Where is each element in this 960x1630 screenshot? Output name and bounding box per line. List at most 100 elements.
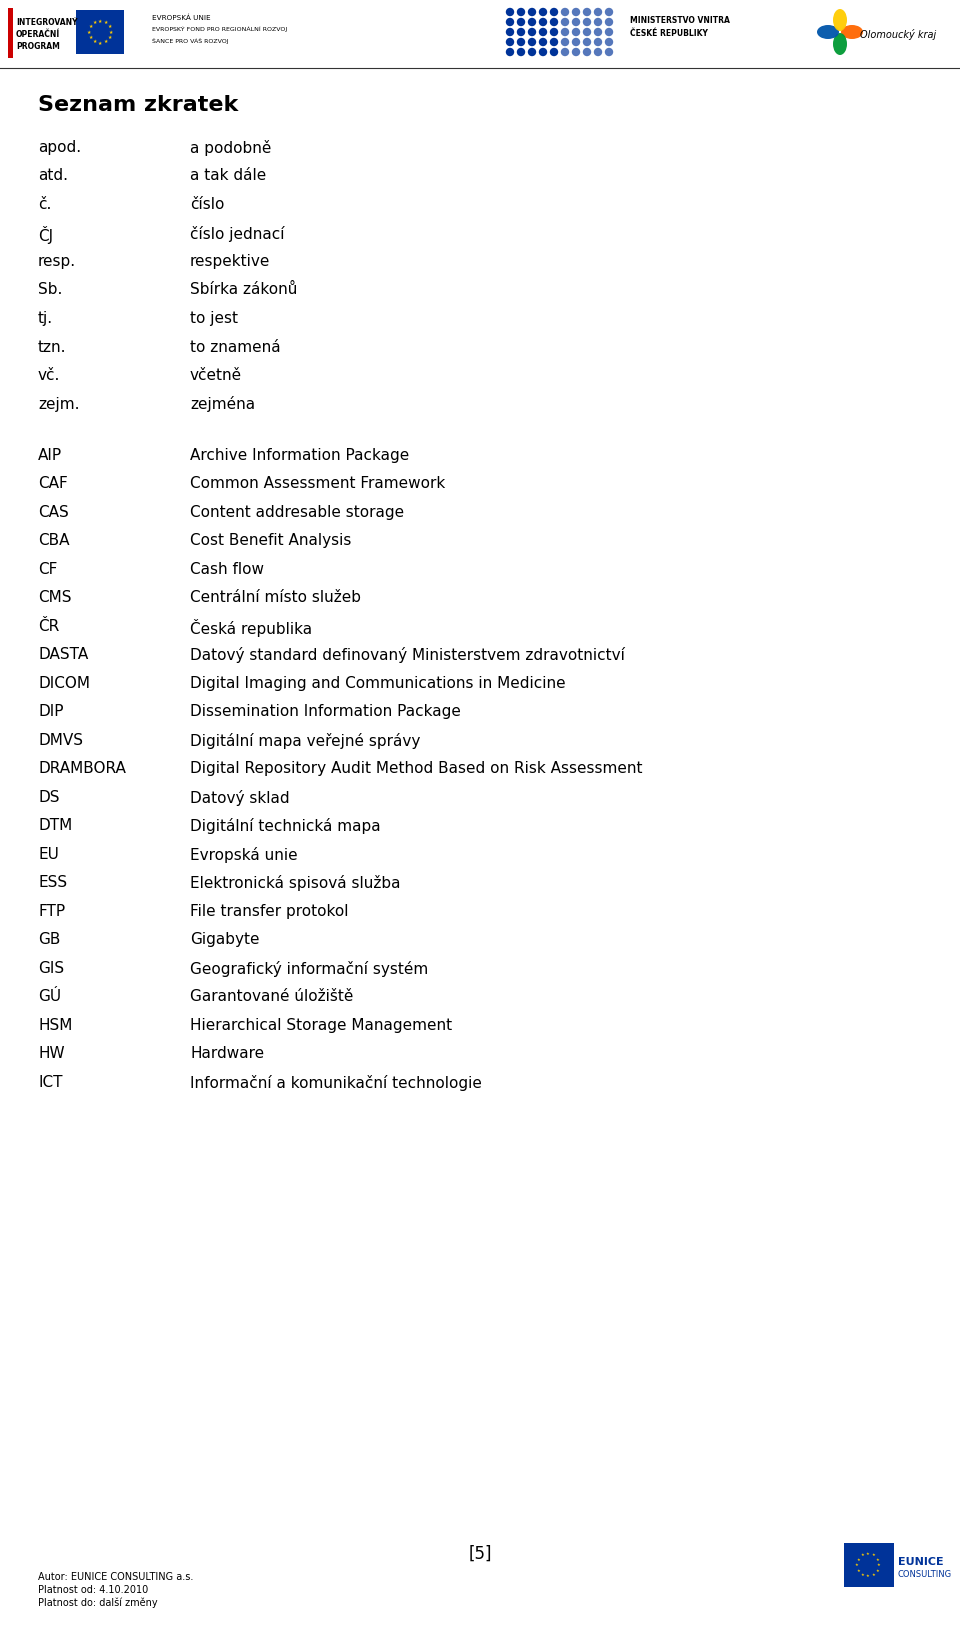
Text: INTEGROVANÝ: INTEGROVANÝ: [16, 18, 78, 28]
Text: včetně: včetně: [190, 368, 242, 383]
Circle shape: [517, 49, 524, 55]
Circle shape: [517, 8, 524, 16]
Text: CBA: CBA: [38, 533, 69, 548]
Text: Digital Imaging and Communications in Medicine: Digital Imaging and Communications in Me…: [190, 676, 565, 691]
Circle shape: [594, 39, 602, 46]
Circle shape: [507, 8, 514, 16]
Text: Dissemination Information Package: Dissemination Information Package: [190, 704, 461, 719]
Circle shape: [584, 18, 590, 26]
Text: ŠANCE PRO VÁŠ ROZVOJ: ŠANCE PRO VÁŠ ROZVOJ: [152, 37, 228, 44]
Text: zejména: zejména: [190, 396, 255, 412]
Text: Archive Information Package: Archive Information Package: [190, 448, 409, 463]
Text: FTP: FTP: [38, 903, 65, 919]
Text: DMVS: DMVS: [38, 734, 83, 748]
Text: Sbírka zákonů: Sbírka zákonů: [190, 282, 298, 298]
Text: Cost Benefit Analysis: Cost Benefit Analysis: [190, 533, 351, 548]
Circle shape: [584, 8, 590, 16]
Text: CAF: CAF: [38, 476, 68, 491]
Text: ESS: ESS: [38, 875, 67, 890]
Circle shape: [606, 18, 612, 26]
Circle shape: [507, 39, 514, 46]
Text: EUNICE: EUNICE: [898, 1557, 944, 1566]
Text: Digitální mapa veřejné správy: Digitální mapa veřejné správy: [190, 734, 420, 748]
Text: apod.: apod.: [38, 140, 82, 155]
Circle shape: [606, 39, 612, 46]
Text: Digital Repository Audit Method Based on Risk Assessment: Digital Repository Audit Method Based on…: [190, 761, 642, 776]
Circle shape: [550, 49, 558, 55]
Circle shape: [540, 49, 546, 55]
Circle shape: [572, 39, 580, 46]
Circle shape: [507, 28, 514, 36]
Text: Datový sklad: Datový sklad: [190, 791, 290, 805]
Text: CAS: CAS: [38, 505, 69, 520]
Text: Digitální technická mapa: Digitální technická mapa: [190, 818, 380, 835]
Circle shape: [594, 49, 602, 55]
Circle shape: [529, 18, 536, 26]
Text: Olomoucký kraj: Olomoucký kraj: [860, 29, 936, 41]
Text: Platnost do: další změny: Platnost do: další změny: [38, 1597, 157, 1609]
Text: atd.: atd.: [38, 168, 68, 184]
Text: Content addresable storage: Content addresable storage: [190, 505, 404, 520]
Text: a podobně: a podobně: [190, 140, 272, 156]
Circle shape: [540, 8, 546, 16]
Text: a tak dále: a tak dále: [190, 168, 266, 184]
Text: ★: ★: [855, 1563, 859, 1566]
Text: Informační a komunikační technologie: Informační a komunikační technologie: [190, 1074, 482, 1090]
Text: ★: ★: [86, 29, 91, 34]
Circle shape: [594, 28, 602, 36]
Circle shape: [572, 28, 580, 36]
Circle shape: [507, 49, 514, 55]
Text: ★: ★: [872, 1553, 876, 1558]
Text: ★: ★: [98, 18, 102, 23]
Circle shape: [550, 39, 558, 46]
Text: Evropská unie: Evropská unie: [190, 848, 298, 862]
Text: HSM: HSM: [38, 1017, 72, 1033]
Text: ★: ★: [876, 1558, 879, 1562]
Text: ČR: ČR: [38, 619, 60, 634]
Text: ★: ★: [88, 34, 93, 41]
Text: ★: ★: [88, 24, 93, 29]
Circle shape: [517, 39, 524, 46]
Text: ★: ★: [108, 24, 111, 29]
Circle shape: [572, 49, 580, 55]
Text: Hierarchical Storage Management: Hierarchical Storage Management: [190, 1017, 452, 1033]
Circle shape: [529, 8, 536, 16]
Text: ★: ★: [104, 39, 108, 44]
Text: ★: ★: [860, 1553, 864, 1558]
Text: číslo: číslo: [190, 197, 225, 212]
Text: DTM: DTM: [38, 818, 72, 833]
Circle shape: [517, 18, 524, 26]
Text: ★: ★: [872, 1573, 876, 1576]
Text: Autor: EUNICE CONSULTING a.s.: Autor: EUNICE CONSULTING a.s.: [38, 1571, 193, 1583]
Text: ★: ★: [856, 1568, 860, 1573]
Circle shape: [606, 8, 612, 16]
Text: HW: HW: [38, 1046, 64, 1061]
Text: ★: ★: [876, 1568, 879, 1573]
Circle shape: [606, 28, 612, 36]
Text: DRAMBORA: DRAMBORA: [38, 761, 126, 776]
Text: ★: ★: [92, 39, 97, 44]
Bar: [8, 8, 13, 59]
Text: Hardware: Hardware: [190, 1046, 264, 1061]
Bar: [0, 0, 960, 65]
Text: Geografický informační systém: Geografický informační systém: [190, 960, 428, 976]
Text: Seznam zkratek: Seznam zkratek: [38, 95, 238, 116]
Circle shape: [550, 18, 558, 26]
Text: Sb.: Sb.: [38, 282, 62, 298]
Text: Datový standard definovaný Ministerstvem zdravotnictví: Datový standard definovaný Ministerstvem…: [190, 647, 625, 663]
Ellipse shape: [841, 24, 863, 39]
Text: PROGRAM: PROGRAM: [16, 42, 60, 51]
Circle shape: [606, 49, 612, 55]
Circle shape: [529, 28, 536, 36]
Text: CONSULTING: CONSULTING: [898, 1570, 952, 1579]
Circle shape: [529, 49, 536, 55]
Text: Common Assessment Framework: Common Assessment Framework: [190, 476, 445, 491]
Text: to jest: to jest: [190, 311, 238, 326]
Circle shape: [540, 18, 546, 26]
Text: AIP: AIP: [38, 448, 62, 463]
Circle shape: [562, 28, 568, 36]
Text: Gigabyte: Gigabyte: [190, 932, 259, 947]
Ellipse shape: [833, 10, 847, 31]
Circle shape: [572, 8, 580, 16]
Text: Platnost od: 4.10.2010: Platnost od: 4.10.2010: [38, 1584, 148, 1596]
